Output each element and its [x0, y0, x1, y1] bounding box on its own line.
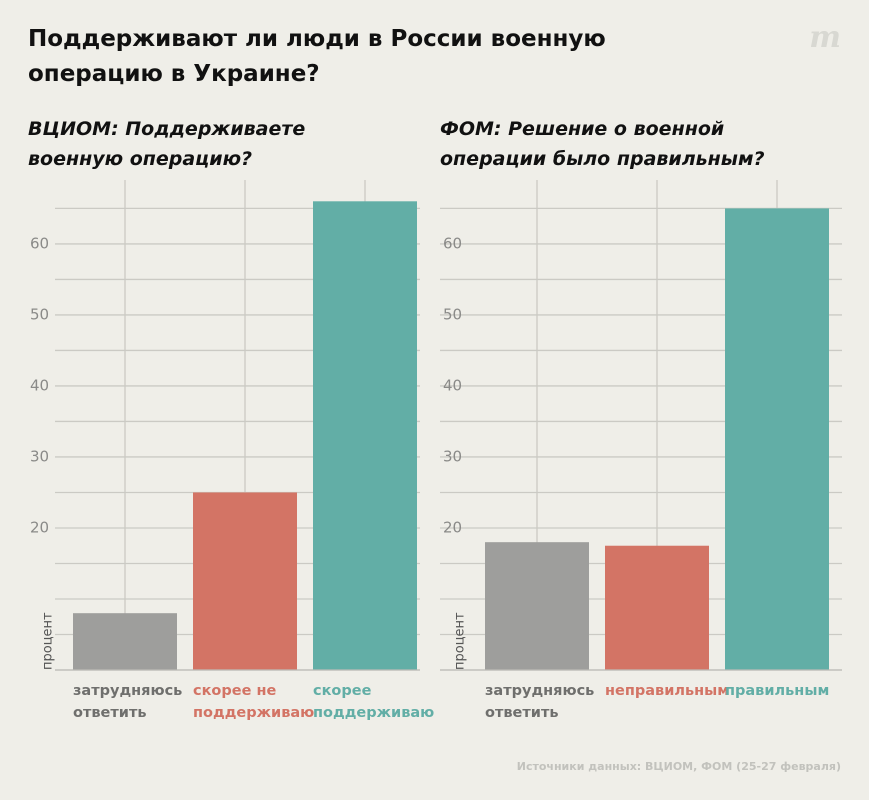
page-title: Поддерживают ли люди в России военную оп… — [28, 26, 606, 87]
bar — [73, 613, 177, 670]
x-tick-label: затрудняюсь ответить — [485, 683, 595, 721]
y-tick-label: 60 — [30, 234, 49, 252]
x-tick-label: скорее не поддерживаю — [193, 683, 315, 721]
bar — [605, 545, 709, 670]
y-tick-label: 40 — [443, 376, 462, 394]
logo: m — [809, 20, 841, 55]
panel-title: ФОМ: Решение о военной операции было пра… — [440, 118, 765, 170]
y-tick-label: 20 — [30, 518, 49, 536]
y-tick-label: 30 — [443, 447, 462, 465]
y-tick-label: 50 — [30, 305, 49, 323]
panel-title: ВЦИОМ: Поддерживаете военную операцию? — [28, 118, 306, 170]
y-tick-label: 50 — [443, 305, 462, 323]
x-tick-label: скорее поддерживаю — [313, 683, 435, 721]
bar — [313, 201, 417, 670]
y-tick-label: 20 — [443, 518, 462, 536]
y-axis-label: процент — [453, 612, 468, 670]
x-tick-label: затрудняюсь ответить — [73, 683, 183, 721]
y-tick-label: 60 — [443, 234, 462, 252]
bar — [725, 208, 829, 670]
y-tick-label: 30 — [30, 447, 49, 465]
source-note: Источники данных: ВЦИОМ, ФОМ (25-27 февр… — [516, 760, 841, 773]
x-tick-label: правильным — [725, 683, 830, 699]
bar — [193, 492, 297, 670]
x-tick-label: неправильным — [605, 683, 730, 699]
y-tick-label: 40 — [30, 376, 49, 394]
bar — [485, 542, 589, 670]
y-axis-label: процент — [41, 612, 56, 670]
